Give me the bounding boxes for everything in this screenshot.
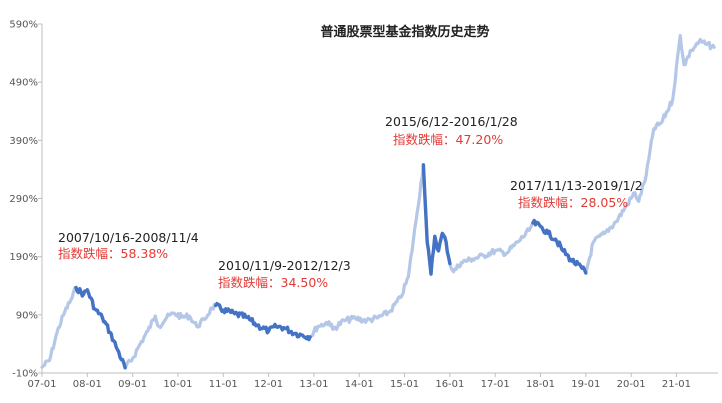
x-tick-label: 19-01: [571, 379, 600, 390]
drawdown-layer: [74, 163, 588, 370]
x-tick-label: 16-01: [435, 379, 464, 390]
x-tick-label: 11-01: [209, 379, 238, 390]
annotation-4: 2017/11/13-2019/1/2 指数跌幅：28.05%: [510, 178, 643, 210]
y-tick-label: 390%: [9, 136, 38, 147]
annotation-drop-1: 指数跌幅：58.38%: [58, 246, 168, 261]
y-axis: -10% 90% 190% 290% 390% 490% 590%: [9, 20, 43, 380]
annotation-2: 2010/11/9-2012/12/3 指数跌幅：34.50%: [218, 258, 351, 290]
annotation-drop-2: 指数跌幅：34.50%: [218, 275, 328, 290]
annotation-period-1: 2007/10/16-2008/11/4: [58, 230, 199, 245]
annotation-period-2: 2010/11/9-2012/12/3: [218, 258, 351, 273]
x-tick-label: 21-01: [662, 379, 691, 390]
index-line: [40, 34, 716, 370]
drawdown-segment-2: [214, 301, 312, 342]
annotation-drop-4: 指数跌幅：28.05%: [518, 195, 628, 210]
x-tick-label: 15-01: [390, 379, 419, 390]
annotation-period-4: 2017/11/13-2019/1/2: [510, 178, 643, 193]
x-tick-label: 17-01: [481, 379, 510, 390]
annotation-drop-3: 指数跌幅：47.20%: [393, 132, 503, 147]
x-axis: 07-01 08-01 09-01 10-01 11-01 12-01 13-01 14-01…: [27, 372, 718, 390]
annotation-3: 2015/6/12-2016/1/28 指数跌幅：47.20%: [385, 114, 518, 147]
y-tick-label: 190%: [9, 252, 38, 263]
drawdown-segment-4: [531, 218, 588, 275]
drawdown-segment-1: [74, 285, 127, 370]
x-tick-label: 10-01: [163, 379, 192, 390]
y-tick-label: 90%: [16, 310, 38, 321]
x-tick-label: 18-01: [526, 379, 555, 390]
y-tick-label: 590%: [9, 20, 38, 31]
drawdown-segment-3: [421, 163, 452, 276]
x-tick-label: 13-01: [299, 379, 328, 390]
x-tick-label: 09-01: [118, 379, 147, 390]
x-tick-label: 12-01: [254, 379, 283, 390]
chart-title: 普通股票型基金指数历史走势: [320, 24, 489, 40]
y-tick-label: -10%: [12, 369, 38, 380]
x-tick-label: 07-01: [27, 379, 56, 390]
annotation-period-3: 2015/6/12-2016/1/28: [385, 114, 518, 129]
y-tick-label: 290%: [9, 194, 38, 205]
y-tick-label: 490%: [9, 78, 38, 89]
series-layer: [40, 34, 716, 370]
x-tick-label: 20-01: [617, 379, 646, 390]
x-tick-label: 14-01: [345, 379, 374, 390]
x-tick-label: 08-01: [73, 379, 102, 390]
annotation-1: 2007/10/16-2008/11/4 指数跌幅：58.38%: [58, 230, 199, 261]
